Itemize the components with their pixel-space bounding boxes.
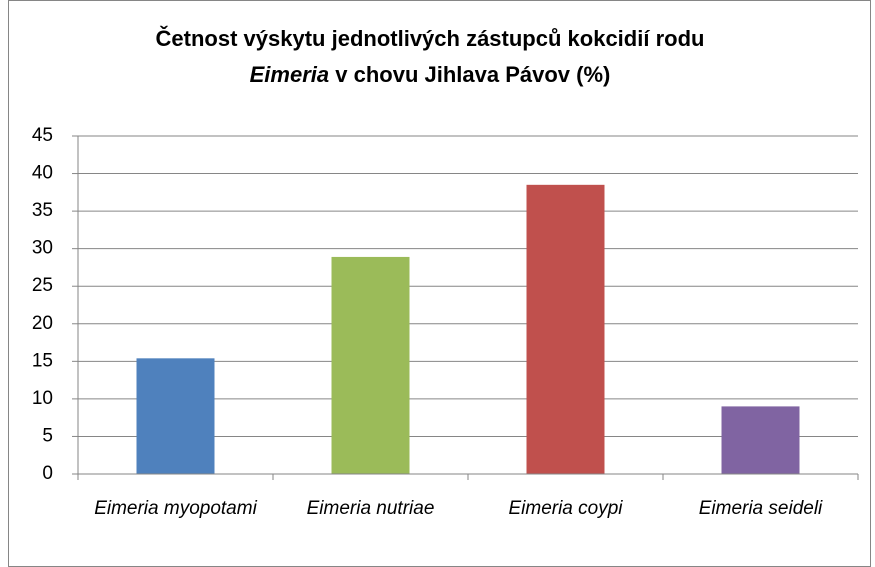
chart-title-italic: Eimeria [250,62,330,87]
y-tick-label: 25 [32,275,53,296]
bar [526,184,605,475]
y-tick-label: 35 [32,200,53,221]
bar [721,406,800,474]
y-tick-label: 10 [32,388,53,409]
y-tick-label: 0 [42,463,53,484]
y-tick-label: 45 [32,125,53,146]
chart-title: Četnost výskytu jednotlivých zástupců ko… [156,26,705,51]
x-tick-label: Eimeria myopotami [94,498,257,519]
y-tick-label: 5 [42,425,53,446]
bar [331,256,410,474]
x-tick-label: Eimeria nutriae [306,498,435,519]
y-tick-label: 20 [32,313,53,334]
y-tick-label: 40 [32,163,53,184]
x-tick-label: Eimeria seideli [698,498,823,519]
chart-title: Eimeria v chovu Jihlava Pávov (%) [250,62,611,87]
y-tick-label: 30 [32,238,53,259]
x-tick-label: Eimeria coypi [508,498,623,519]
chart-title-rest: v chovu Jihlava Pávov (%) [335,62,610,87]
bar [136,358,215,474]
y-tick-label: 15 [32,350,53,371]
